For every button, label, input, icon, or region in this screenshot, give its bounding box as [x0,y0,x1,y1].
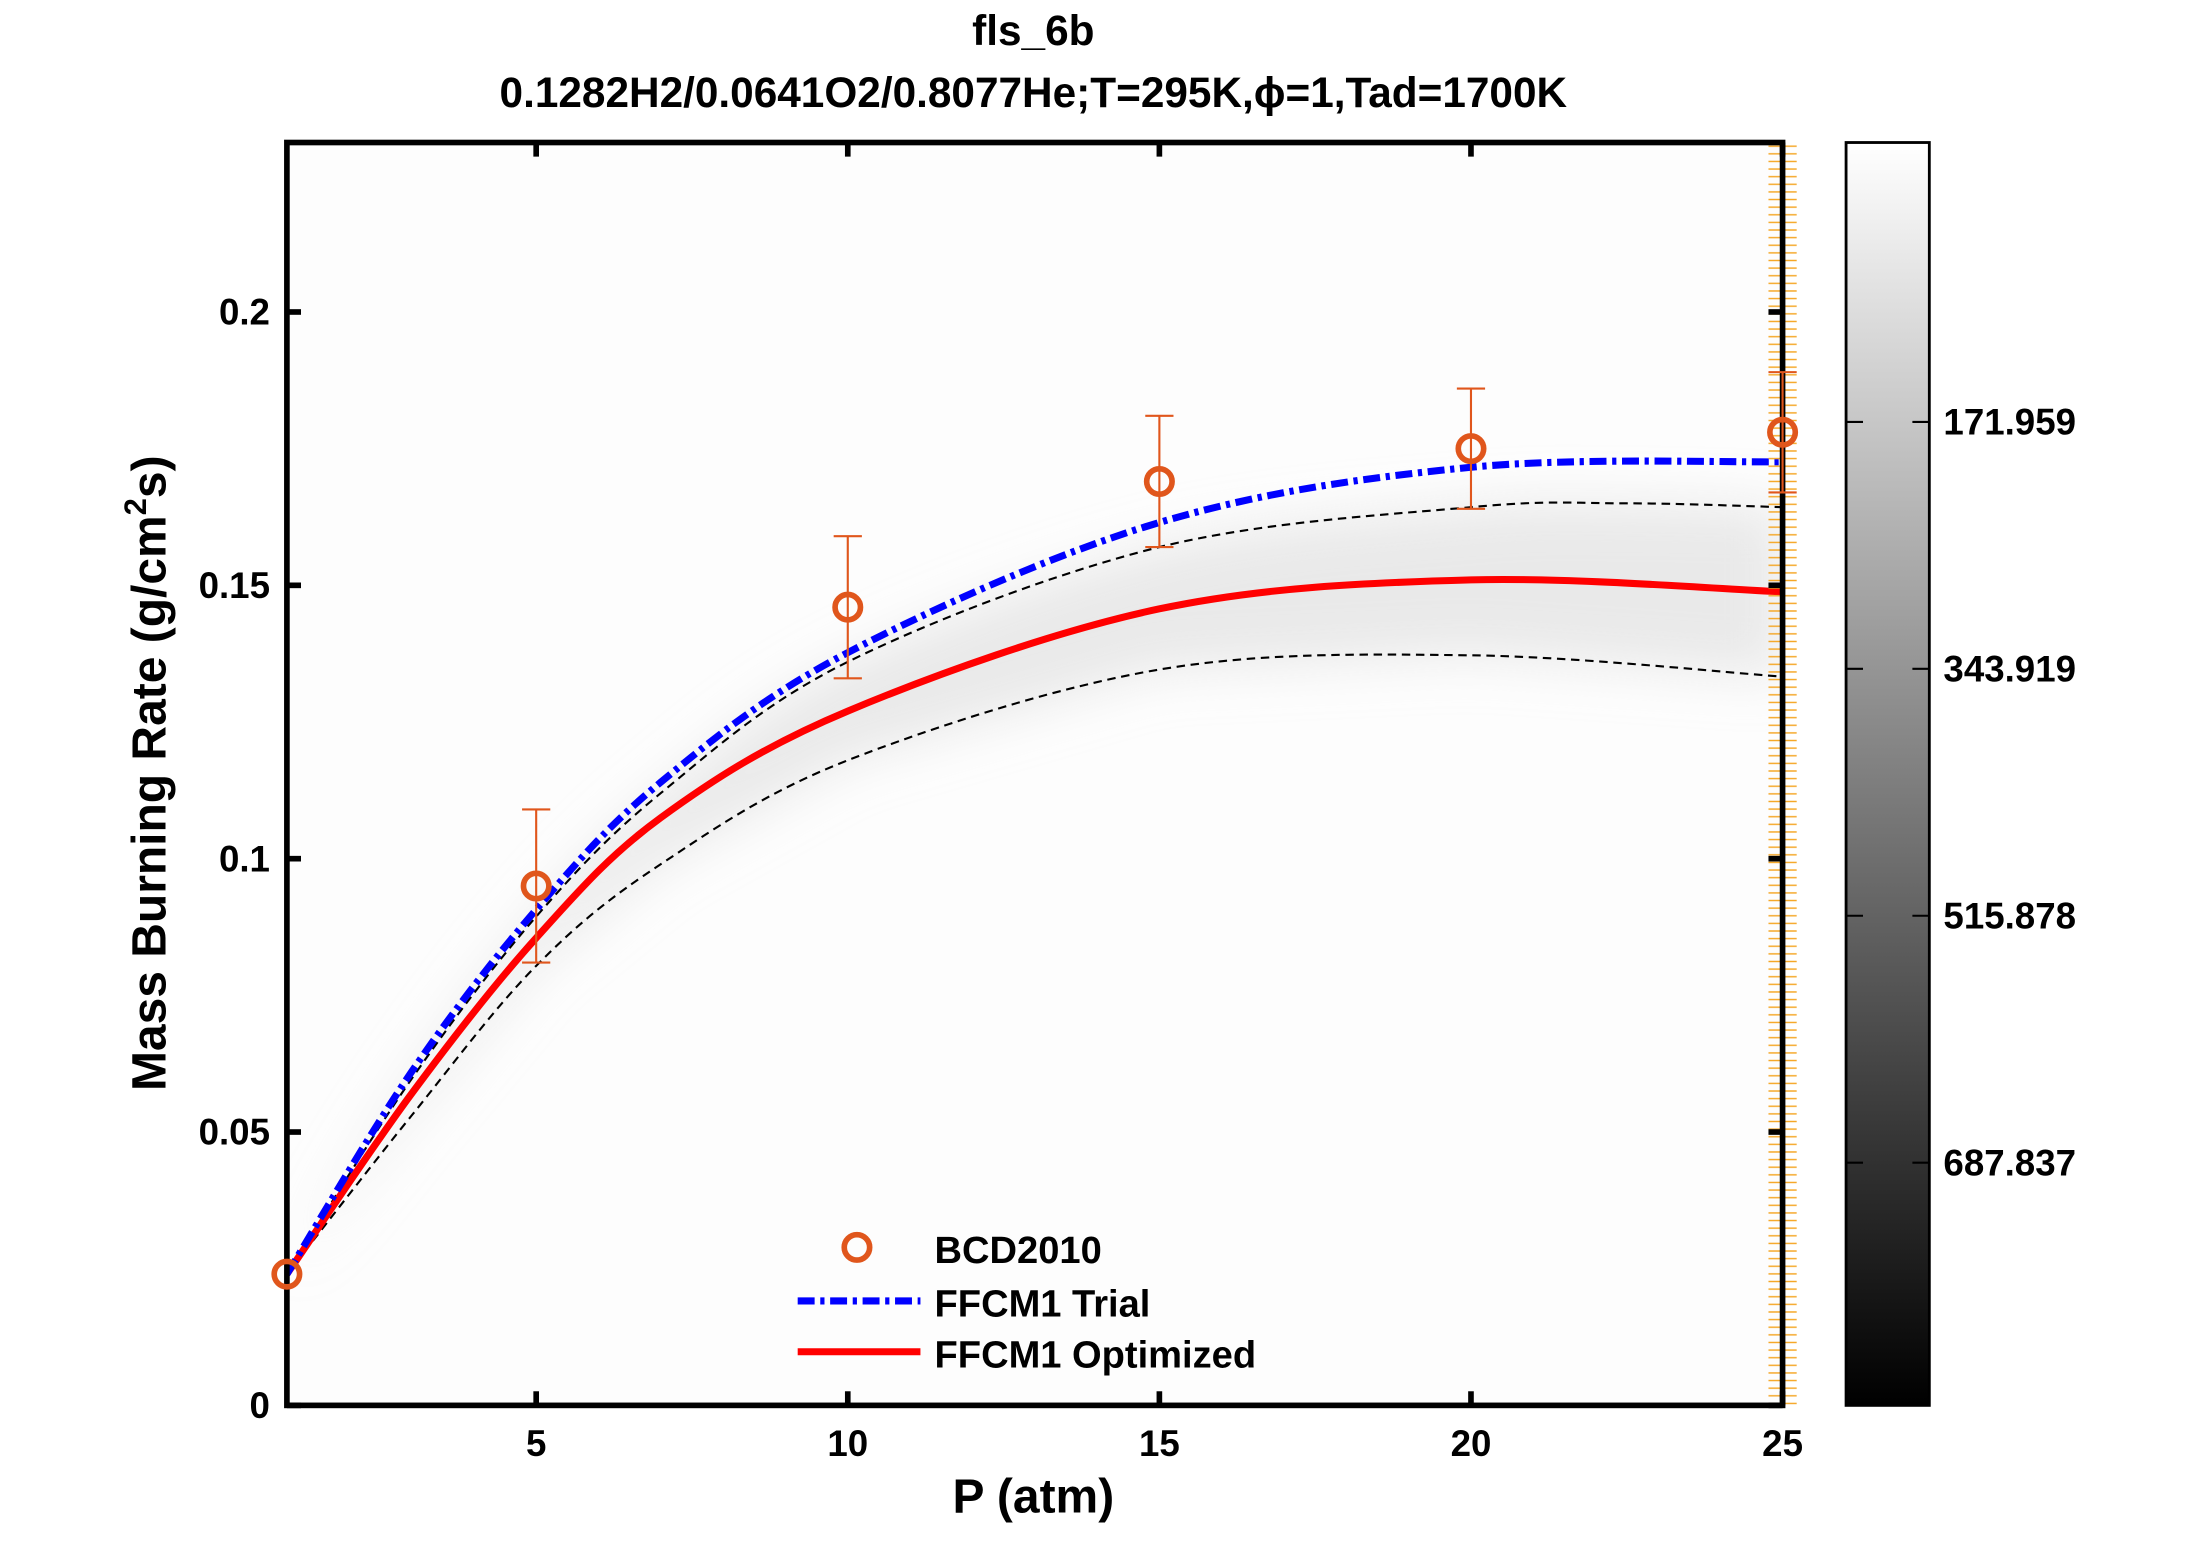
y-tick-label: 0.15 [199,565,270,606]
plot-area [284,139,1797,1409]
x-tick-label: 20 [1451,1423,1492,1464]
uncertainty-lower-line [286,653,1783,1275]
y-tick-label: 0 [250,1385,270,1426]
colorbar-tick-label: 343.919 [1943,649,2076,690]
bcd2010-point [520,870,552,902]
y-tick-label: 0.2 [219,292,270,333]
uncertainty-upper-line [286,501,1783,1275]
legend-label-bcd2010: BCD2010 [935,1230,1102,1272]
y-axis-label-end: s) [124,455,177,498]
y-tick-label: 0.1 [219,838,270,879]
colorbar-tick-label: 171.959 [1943,402,2076,443]
x-tick-label: 5 [526,1423,546,1464]
y-axis-label-main: Mass Burning Rate (g/cm [124,515,177,1091]
y-tick-label: 0.05 [199,1112,270,1153]
bcd2010-point [832,591,864,623]
colorbar-gradient [1844,141,1931,1407]
x-axis-label: P (atm) [952,1471,1114,1524]
bcd2010-point [1143,465,1175,497]
y-axis-label-sup: 2 [118,498,153,515]
legend-label-trial: FFCM1 Trial [935,1283,1151,1325]
x-tick-label: 10 [827,1423,868,1464]
bcd2010-point [1455,433,1487,465]
plot-frame [284,139,1786,1409]
bcd2010-point [1767,416,1799,448]
ffcm1-trial-line [286,457,1783,1277]
chart-title: fls_6b [972,7,1094,54]
y-axis-label: Mass Burning Rate (g/cm2s) [118,455,177,1091]
x-tick-label: 15 [1139,1423,1180,1464]
legend: BCD2010 FFCM1 Trial FFCM1 Optimized [797,1230,1257,1376]
colorbar-tick-label: 687.837 [1943,1142,2076,1183]
legend-marker-bcd2010 [841,1231,873,1263]
colorbar-tick-label: 515.878 [1943,895,2076,936]
legend-label-optimized: FFCM1 Optimized [935,1334,1257,1376]
colorbar: 171.959 343.919 515.878 687.837 [1844,141,2076,1407]
x-tick-label: 25 [1762,1423,1803,1464]
bcd2010-point [271,1258,303,1290]
chart-subtitle: 0.1282H2/0.0641O2/0.8077He;T=295K,ϕ=1,Ta… [500,69,1568,116]
ffcm1-optimized-line [286,575,1783,1277]
